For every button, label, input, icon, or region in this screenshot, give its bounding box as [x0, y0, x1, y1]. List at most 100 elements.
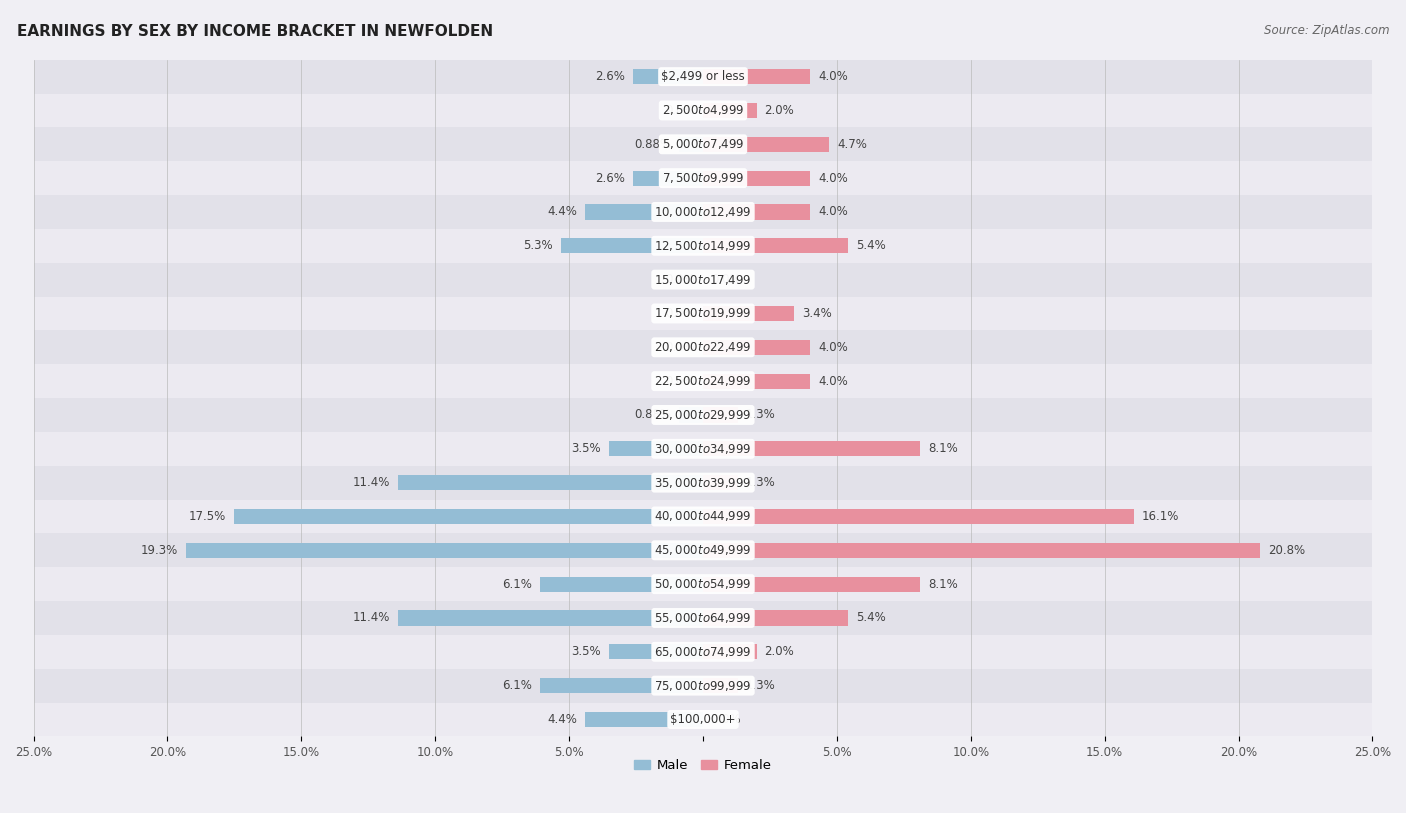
Bar	[609, 441, 703, 456]
Text: $17,500 to $19,999: $17,500 to $19,999	[654, 307, 752, 320]
Bar	[703, 340, 810, 355]
Text: 17.5%: 17.5%	[190, 510, 226, 523]
Bar	[703, 306, 794, 321]
Bar	[398, 475, 703, 490]
Text: $50,000 to $54,999: $50,000 to $54,999	[654, 577, 752, 591]
Text: 20.8%: 20.8%	[1268, 544, 1305, 557]
Text: $40,000 to $44,999: $40,000 to $44,999	[654, 510, 752, 524]
Bar	[34, 533, 1372, 567]
Bar	[633, 171, 703, 185]
Text: $45,000 to $49,999: $45,000 to $49,999	[654, 543, 752, 557]
Text: 0.0%: 0.0%	[665, 375, 695, 388]
Bar	[34, 567, 1372, 601]
Text: 2.0%: 2.0%	[765, 104, 794, 117]
Text: 4.0%: 4.0%	[818, 206, 848, 219]
Bar	[703, 69, 810, 85]
Text: 4.0%: 4.0%	[818, 70, 848, 83]
Text: $2,500 to $4,999: $2,500 to $4,999	[662, 103, 744, 117]
Bar	[703, 204, 810, 220]
Text: 11.4%: 11.4%	[353, 476, 389, 489]
Text: $2,499 or less: $2,499 or less	[661, 70, 745, 83]
Bar	[34, 702, 1372, 737]
Bar	[34, 466, 1372, 499]
Bar	[703, 407, 738, 423]
Bar	[585, 204, 703, 220]
Text: $10,000 to $12,499: $10,000 to $12,499	[654, 205, 752, 219]
Text: 4.4%: 4.4%	[547, 713, 576, 726]
Text: 5.3%: 5.3%	[523, 239, 553, 252]
Text: EARNINGS BY SEX BY INCOME BRACKET IN NEWFOLDEN: EARNINGS BY SEX BY INCOME BRACKET IN NEW…	[17, 24, 494, 39]
Bar	[540, 678, 703, 693]
Bar	[585, 712, 703, 727]
Bar	[703, 576, 920, 592]
Text: 19.3%: 19.3%	[141, 544, 179, 557]
Bar	[703, 678, 738, 693]
Text: $100,000+: $100,000+	[671, 713, 735, 726]
Text: 4.4%: 4.4%	[547, 206, 576, 219]
Text: 8.1%: 8.1%	[928, 442, 957, 455]
Text: 0.0%: 0.0%	[665, 307, 695, 320]
Text: 2.6%: 2.6%	[596, 70, 626, 83]
Text: $30,000 to $34,999: $30,000 to $34,999	[654, 441, 752, 456]
Text: 6.1%: 6.1%	[502, 679, 531, 692]
Bar	[703, 137, 830, 152]
Text: 5.4%: 5.4%	[856, 239, 886, 252]
Bar	[34, 398, 1372, 432]
Text: $20,000 to $22,499: $20,000 to $22,499	[654, 341, 752, 354]
Text: $25,000 to $29,999: $25,000 to $29,999	[654, 408, 752, 422]
Text: 11.4%: 11.4%	[353, 611, 389, 624]
Text: $22,500 to $24,999: $22,500 to $24,999	[654, 374, 752, 388]
Text: $5,000 to $7,499: $5,000 to $7,499	[662, 137, 744, 151]
Text: $12,500 to $14,999: $12,500 to $14,999	[654, 239, 752, 253]
Text: 4.7%: 4.7%	[837, 137, 866, 150]
Text: 5.4%: 5.4%	[856, 611, 886, 624]
Text: 3.5%: 3.5%	[572, 646, 602, 659]
Bar	[34, 263, 1372, 297]
Text: 2.6%: 2.6%	[596, 172, 626, 185]
Text: $15,000 to $17,499: $15,000 to $17,499	[654, 272, 752, 287]
Text: 4.0%: 4.0%	[818, 341, 848, 354]
Bar	[34, 364, 1372, 398]
Legend: Male, Female: Male, Female	[628, 754, 778, 777]
Bar	[34, 432, 1372, 466]
Bar	[34, 59, 1372, 93]
Bar	[703, 441, 920, 456]
Text: 1.3%: 1.3%	[745, 679, 776, 692]
Bar	[34, 499, 1372, 533]
Bar	[540, 576, 703, 592]
Text: 0.0%: 0.0%	[665, 341, 695, 354]
Text: 0.0%: 0.0%	[665, 273, 695, 286]
Text: 1.3%: 1.3%	[745, 476, 776, 489]
Bar	[561, 238, 703, 254]
Bar	[186, 543, 703, 558]
Bar	[235, 509, 703, 524]
Bar	[703, 611, 848, 625]
Text: 8.1%: 8.1%	[928, 577, 957, 590]
Bar	[34, 161, 1372, 195]
Bar	[34, 128, 1372, 161]
Text: $7,500 to $9,999: $7,500 to $9,999	[662, 171, 744, 185]
Text: 0.88%: 0.88%	[634, 408, 672, 421]
Bar	[34, 229, 1372, 263]
Bar	[703, 509, 1135, 524]
Text: $65,000 to $74,999: $65,000 to $74,999	[654, 645, 752, 659]
Bar	[703, 644, 756, 659]
Text: 4.0%: 4.0%	[818, 172, 848, 185]
Text: 0.0%: 0.0%	[665, 104, 695, 117]
Text: 2.0%: 2.0%	[765, 646, 794, 659]
Bar	[34, 669, 1372, 702]
Text: 16.1%: 16.1%	[1142, 510, 1180, 523]
Bar	[34, 93, 1372, 128]
Bar	[679, 407, 703, 423]
Text: Source: ZipAtlas.com: Source: ZipAtlas.com	[1264, 24, 1389, 37]
Bar	[34, 297, 1372, 330]
Bar	[609, 644, 703, 659]
Bar	[34, 195, 1372, 229]
Text: $35,000 to $39,999: $35,000 to $39,999	[654, 476, 752, 489]
Bar	[703, 543, 1260, 558]
Bar	[703, 171, 810, 185]
Bar	[679, 137, 703, 152]
Bar	[34, 601, 1372, 635]
Bar	[703, 475, 738, 490]
Bar	[34, 330, 1372, 364]
